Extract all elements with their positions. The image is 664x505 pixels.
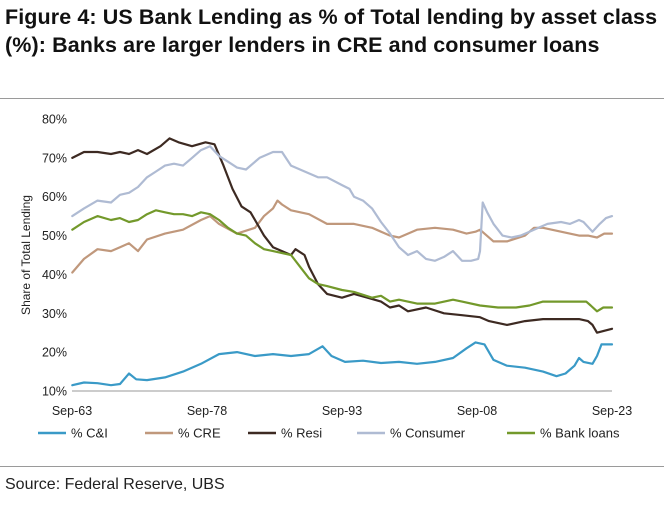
legend: % C&I % CRE % Resi % Consumer % Bank loans [38, 426, 620, 441]
series-lines [71, 137, 614, 387]
legend-label: % Resi [281, 426, 322, 441]
legend-label: % C&I [71, 426, 108, 441]
y-tick-labels: 10% 20% 30% 40% 50% 60% 70% 80% [42, 113, 67, 399]
y-tick-label: 60% [42, 190, 67, 204]
series-line-resi [71, 137, 614, 334]
x-tick-label: Sep-63 [52, 404, 92, 418]
x-tick-label: Sep-23 [592, 404, 632, 418]
x-tick-labels: Sep-63 Sep-78 Sep-93 Sep-08 Sep-23 [52, 404, 632, 418]
x-tick-label: Sep-78 [187, 404, 227, 418]
y-tick-label: 20% [42, 346, 67, 360]
y-tick-label: 40% [42, 268, 67, 282]
y-tick-label: 30% [42, 307, 67, 321]
y-tick-label: 50% [42, 229, 67, 243]
figure-title: Figure 4: US Bank Lending as % of Total … [5, 5, 658, 57]
legend-label: % Consumer [390, 426, 466, 441]
top-divider [0, 98, 664, 99]
y-tick-label: 80% [42, 113, 67, 127]
series-line-bank-loans [71, 209, 614, 313]
x-tick-label: Sep-93 [322, 404, 362, 418]
series-line-c-i [71, 341, 614, 387]
y-tick-label: 10% [42, 385, 67, 399]
bottom-divider [0, 466, 664, 467]
series-line-cre [71, 199, 614, 274]
y-axis-label: Share of Total Lending [19, 195, 33, 315]
x-tick-label: Sep-08 [457, 404, 497, 418]
legend-label: % CRE [178, 426, 221, 441]
source-note: Source: Federal Reserve, UBS [5, 476, 225, 493]
legend-label: % Bank loans [540, 426, 620, 441]
y-tick-label: 70% [42, 151, 67, 165]
series-line-consumer [71, 145, 614, 262]
line-chart: Share of Total Lending 10% 20% 30% 40% 50% 60… [19, 113, 632, 441]
